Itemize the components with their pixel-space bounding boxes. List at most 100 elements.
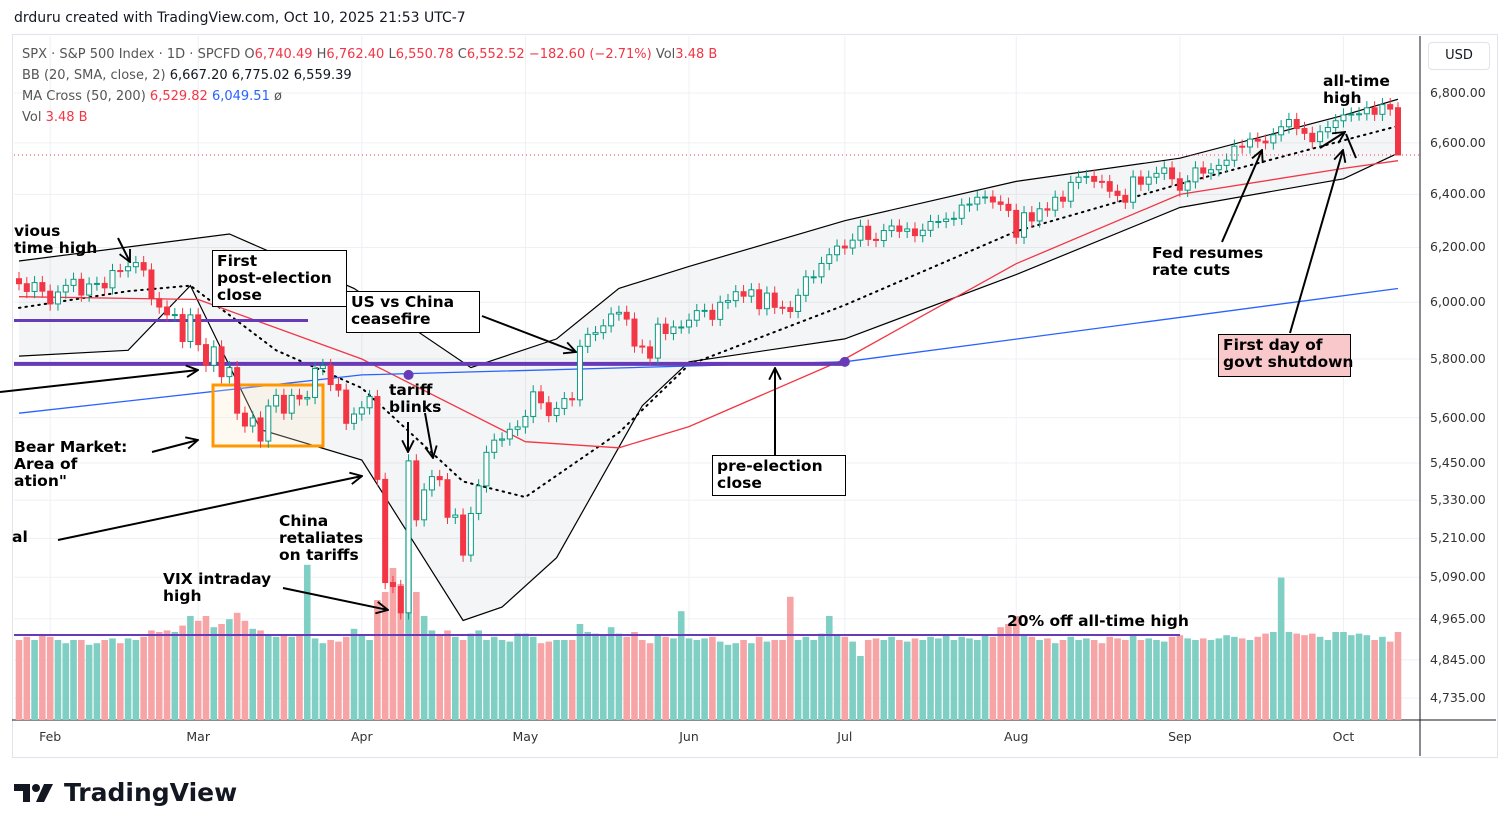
candle-body xyxy=(101,282,108,289)
volume-bar xyxy=(763,641,771,720)
candle-body xyxy=(1114,190,1121,196)
candle-body xyxy=(795,294,802,312)
candle-body xyxy=(1301,128,1308,134)
candle-body xyxy=(1317,131,1324,143)
tradingview-logo[interactable]: TradingView xyxy=(14,778,237,807)
candle-body xyxy=(1013,209,1020,238)
candle-body xyxy=(1293,119,1300,130)
volume-bar xyxy=(389,568,397,720)
arrow-shutdown[interactable] xyxy=(1289,150,1343,334)
volume-bar xyxy=(958,636,966,720)
candle-body xyxy=(1028,212,1035,222)
candle-body xyxy=(662,323,669,334)
candle-body xyxy=(826,254,833,264)
candle-body xyxy=(888,225,895,232)
candle-body xyxy=(818,262,825,278)
volume-bar xyxy=(70,640,77,720)
candle-body xyxy=(1215,164,1222,171)
volume-bar xyxy=(1355,633,1363,720)
legend-ma-row[interactable]: MA Cross (50, 200) 6,529.82 6,049.51 ø xyxy=(22,89,282,104)
arrow-al[interactable] xyxy=(57,476,362,541)
candle-body xyxy=(561,398,568,409)
candle-body xyxy=(1098,180,1105,183)
chart-pane[interactable] xyxy=(12,34,1498,758)
candle-body xyxy=(1161,167,1168,174)
bb-lower-line xyxy=(18,152,1399,622)
arrow-bear-level[interactable] xyxy=(0,370,198,393)
volume-bar xyxy=(561,640,568,720)
candle-body xyxy=(693,310,700,321)
candle-body xyxy=(958,204,965,219)
time-tick-label: Apr xyxy=(350,729,373,744)
candle-body xyxy=(156,298,163,308)
arrow-vix[interactable] xyxy=(282,587,388,610)
candle-body xyxy=(1254,138,1261,142)
candle-body xyxy=(631,318,638,347)
candle-body xyxy=(257,417,264,442)
candle-body xyxy=(148,269,155,300)
volume-bar xyxy=(748,643,755,720)
volume-bar xyxy=(459,640,467,720)
symbol-info[interactable]: SPX · S&P 500 Index · 1D · SPCFD xyxy=(22,47,241,62)
arrow-bear-box[interactable] xyxy=(151,440,198,453)
volume-bar xyxy=(296,635,303,720)
candle-body xyxy=(343,389,350,424)
close-value: 6,552.52 xyxy=(466,47,525,62)
legend-bb-row[interactable]: BB (20, SMA, close, 2) 6,667.20 6,775.02… xyxy=(22,68,352,83)
price-tick-label: 5,330.00 xyxy=(1430,492,1486,508)
arrow-ceasefire[interactable] xyxy=(481,315,576,352)
volume-bar xyxy=(981,635,989,720)
arrow-tariff-blinks-2[interactable] xyxy=(424,412,433,458)
candle-body xyxy=(514,426,521,430)
volume-bar xyxy=(701,638,708,720)
price-tick-label: 6,600.00 xyxy=(1430,134,1486,150)
candle-body xyxy=(943,218,950,222)
volume-bar xyxy=(677,611,685,720)
candle-body xyxy=(335,384,342,391)
volume-bar xyxy=(896,640,903,720)
volume-bar xyxy=(171,632,179,720)
volume-bar xyxy=(140,636,147,720)
price-tick-label: 5,800.00 xyxy=(1430,350,1486,366)
volume-bar xyxy=(1192,640,1199,720)
candle-body xyxy=(748,289,755,297)
time-tick-label: Jul xyxy=(837,729,853,744)
candle-body xyxy=(382,478,389,584)
volume-bar xyxy=(1012,616,1020,720)
volume-bar xyxy=(568,640,576,720)
volume-bar xyxy=(1199,638,1207,720)
candle-body xyxy=(125,266,132,272)
volume-bar xyxy=(116,643,124,720)
price-tick-label: 5,210.00 xyxy=(1430,530,1486,546)
volume-bar xyxy=(311,638,319,720)
volume-bar xyxy=(1020,635,1028,720)
candle-body xyxy=(873,238,880,241)
volume-bar xyxy=(1379,636,1386,720)
volume-bar xyxy=(132,640,140,720)
candle-body xyxy=(78,278,85,296)
currency-button[interactable]: USD xyxy=(1428,42,1490,70)
price-tick-label: 4,965.00 xyxy=(1430,610,1486,626)
arrow-fed[interactable] xyxy=(1221,150,1262,243)
arrow-ath-2[interactable] xyxy=(1345,133,1357,159)
annotation-al: al xyxy=(12,528,28,546)
chart-legend: SPX · S&P 500 Index · 1D · SPCFD O6,740.… xyxy=(22,44,717,128)
candle-body xyxy=(654,323,661,359)
candle-body xyxy=(31,282,38,292)
price-tick-label: 6,400.00 xyxy=(1430,186,1486,202)
legend-vol-row[interactable]: Vol 3.48 B xyxy=(22,110,88,125)
volume-bar xyxy=(1005,624,1012,720)
bollinger-band-fill xyxy=(19,99,1398,621)
candle-body xyxy=(1208,169,1215,174)
price-tick-label: 5,450.00 xyxy=(1430,455,1486,471)
arrow-prev-ath[interactable] xyxy=(117,237,130,262)
annotation-fed: Fed resumes rate cuts xyxy=(1152,244,1264,279)
candle-body xyxy=(608,313,615,327)
candlesticks xyxy=(16,97,1401,620)
arrow-ath-1[interactable] xyxy=(1319,132,1345,149)
volume-bar xyxy=(1238,638,1246,720)
candle-body xyxy=(974,196,981,205)
ma-cross-marker xyxy=(839,356,850,367)
candle-body xyxy=(351,413,358,424)
